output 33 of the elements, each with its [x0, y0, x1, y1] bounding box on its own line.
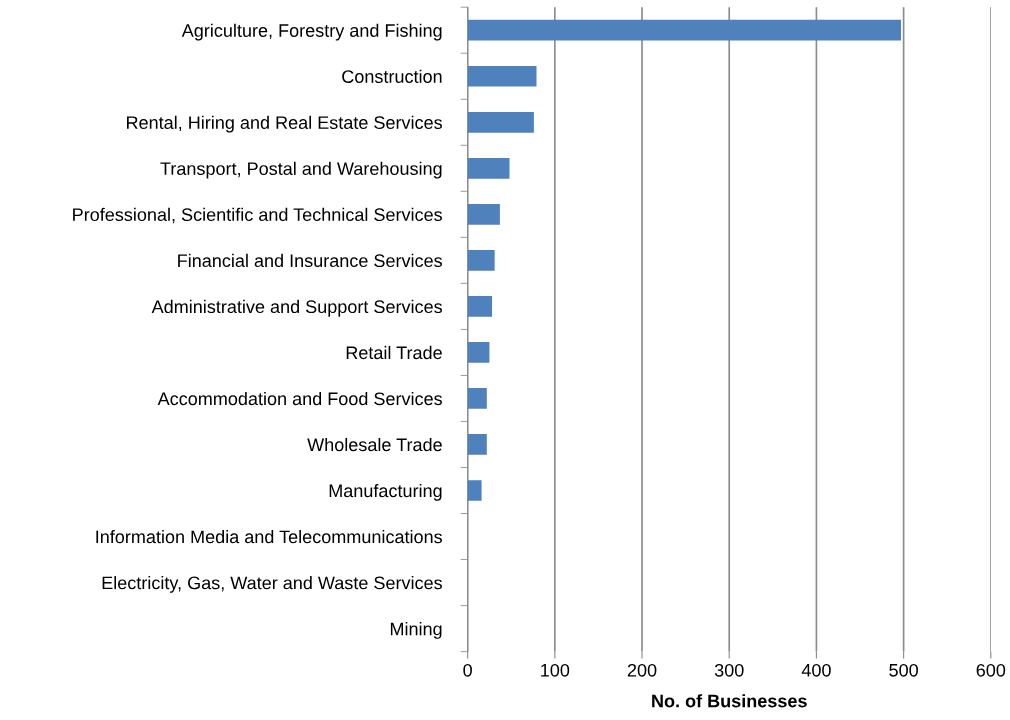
bar	[467, 480, 482, 501]
bar	[467, 157, 510, 179]
y-tick-label: Rental, Hiring and Real Estate Services	[127, 115, 442, 133]
x-tick-label: 100	[541, 663, 570, 677]
bar	[467, 19, 901, 41]
x-tick-label: 300	[714, 663, 744, 677]
bar	[467, 434, 487, 455]
y-tick-label: Manufacturing	[329, 483, 442, 501]
x-tick-label: 0	[463, 663, 472, 677]
y-tick-label: Construction	[342, 69, 442, 83]
bar	[467, 203, 500, 225]
bar	[467, 111, 534, 133]
x-axis-title: No. of Businesses	[652, 694, 807, 708]
y-tick-label: Transport, Postal and Warehousing	[160, 161, 442, 179]
bar	[467, 65, 537, 87]
y-tick-label: Administrative and Support Services	[151, 299, 442, 317]
y-tick-label: Accommodation and Food Services	[157, 391, 442, 406]
y-tick-label: Electricity, Gas, Water and Waste Services	[102, 576, 442, 593]
x-tick-label: 400	[801, 663, 831, 677]
y-tick-label: Wholesale Trade	[307, 437, 442, 452]
y-tick-label: Information Media and Telecommunications	[96, 529, 442, 544]
y-tick-label: Mining	[390, 622, 442, 639]
y-tick-label: Agriculture, Forestry and Fishing	[181, 23, 442, 41]
x-tick-label: 200	[627, 663, 657, 677]
x-tick-label: 600	[976, 663, 1006, 677]
bar	[467, 296, 493, 317]
y-tick-label: Retail Trade	[346, 345, 442, 360]
bar	[467, 388, 487, 409]
bar	[467, 342, 490, 363]
y-tick-label: Professional, Scientific and Technical Services	[73, 207, 442, 224]
y-tick-label: Financial and Insurance Services	[178, 253, 442, 268]
x-tick-label: 500	[889, 663, 918, 677]
bar	[467, 250, 495, 271]
